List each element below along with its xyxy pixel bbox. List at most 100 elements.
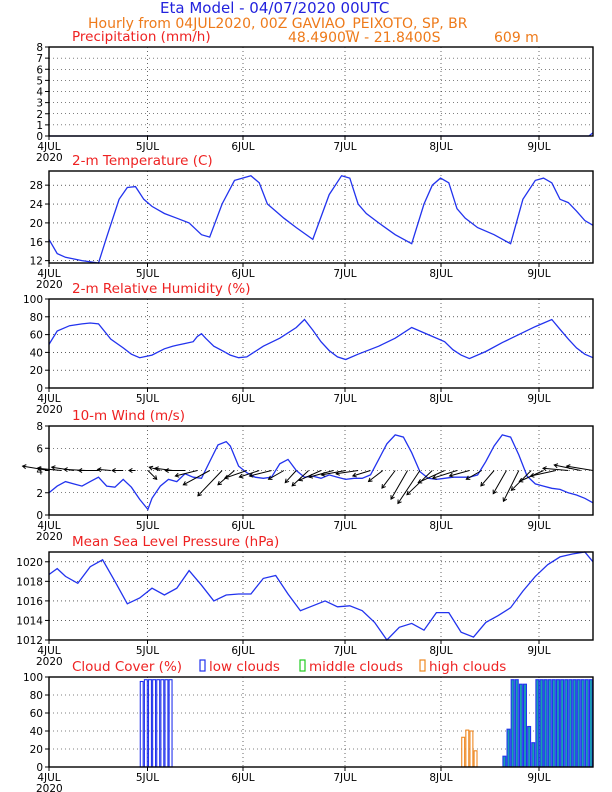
low-cloud-bar: [580, 679, 585, 768]
x-tick-label: 4JUL: [37, 141, 60, 153]
low-cloud-bar: [568, 679, 573, 768]
wind-vector-head: [217, 480, 222, 486]
y-tick-label: 0: [36, 131, 43, 143]
panel-frame: [48, 676, 594, 768]
x-tick-label: 9JUL: [527, 645, 550, 657]
x-tick-label: 6JUL: [231, 268, 254, 280]
wind-vector-head: [63, 467, 68, 473]
x-year-label: 2020: [36, 404, 63, 416]
panel-title: Precipitation (mm/h): [72, 29, 211, 45]
panel-cloud: 0 20 40 60 80 100 4JUL 5JUL 6JUL 7JUL 8JUL 9JUL 2020…: [23, 659, 594, 792]
wind-vector: [418, 470, 445, 484]
wind-vector-head: [164, 468, 169, 473]
low-cloud-bar: [588, 679, 593, 768]
wind-vector-head: [148, 465, 154, 471]
y-tick-label: 24: [30, 199, 44, 211]
panel-mslp: 1012 1014 1016 1018 1020 4JUL 5JUL 6JUL 7JUL 8JUL…: [16, 534, 594, 668]
wind-vector: [175, 470, 198, 477]
legend-label: high clouds: [429, 659, 506, 675]
low-cloud-bar: [156, 679, 161, 768]
legend-swatch: [199, 659, 206, 672]
wind-vector-head: [510, 486, 516, 491]
wind-vector: [390, 470, 408, 500]
low-cloud-bar: [518, 683, 523, 768]
panel-title: Mean Sea Level Pressure (hPa): [72, 534, 279, 550]
chart-title: Eta Model - 04/07/2020 00UTC: [160, 0, 389, 17]
wind-vector-head: [406, 490, 411, 496]
y-tick-label: 0: [36, 510, 43, 522]
x-year-label: 2020: [36, 783, 63, 792]
y-tick-label: 1014: [16, 615, 43, 627]
y-tick-label: 20: [30, 218, 43, 230]
y-tick-label: 60: [30, 330, 43, 342]
y-tick-label: 8: [36, 42, 43, 54]
legend-swatch: [419, 659, 426, 672]
x-tick-label: 7JUL: [333, 393, 356, 405]
y-tick-label: 28: [30, 180, 43, 192]
wind-vector: [22, 465, 50, 471]
low-cloud-bar: [506, 728, 511, 768]
y-tick-label: 16: [30, 237, 44, 249]
wind-vector-head: [267, 475, 273, 480]
wind-vector: [249, 470, 272, 477]
wind-vector: [480, 470, 495, 487]
wind-vector: [309, 470, 334, 478]
y-tick-label: 8: [36, 421, 43, 433]
low-cloud-bar: [527, 725, 532, 768]
x-tick-label: 9JUL: [527, 393, 550, 405]
x-year-label: 2020: [36, 656, 63, 668]
x-tick-label: 8JUL: [429, 141, 452, 153]
low-cloud-bar: [543, 679, 548, 768]
wind-vector: [321, 470, 346, 476]
x-tick-label: 4JUL: [37, 645, 60, 657]
y-tick-label: 1020: [16, 557, 43, 569]
y-tick-label: 1012: [16, 635, 43, 647]
x-tick-label: 7JUL: [333, 645, 356, 657]
x-tick-label: 4JUL: [37, 268, 60, 280]
y-tick-label: 40: [30, 726, 43, 738]
y-tick-label: 3: [36, 98, 43, 110]
x-tick-label: 4JUL: [37, 772, 60, 784]
y-tick-label: 6: [36, 443, 43, 455]
panel-frame: [48, 298, 594, 389]
y-tick-label: 12: [30, 256, 43, 268]
low-cloud-bar: [502, 755, 507, 768]
low-cloud-bar: [147, 679, 152, 768]
wind-vector-head: [320, 471, 326, 477]
wind-vector: [492, 470, 507, 494]
wind-vector: [268, 470, 285, 480]
panel-frame: [48, 551, 594, 641]
wind-vector-head: [291, 481, 297, 487]
y-tick-label: 2: [36, 488, 43, 500]
y-tick-label: 20: [30, 744, 43, 756]
x-tick-label: 5JUL: [136, 520, 159, 532]
x-tick-label: 8JUL: [429, 520, 452, 532]
x-tick-label: 9JUL: [527, 141, 550, 153]
wind-vector-head: [431, 474, 437, 480]
x-tick-label: 7JUL: [333, 141, 356, 153]
low-cloud-bar: [152, 679, 157, 768]
x-tick-label: 6JUL: [231, 772, 254, 784]
wind-vector-head: [518, 477, 524, 483]
low-cloud-bar: [510, 679, 515, 768]
x-year-label: 2020: [36, 531, 63, 543]
panel-title: 2-m Temperature (C): [72, 153, 213, 169]
low-cloud-bar: [143, 679, 148, 768]
wind-vector-head: [381, 484, 386, 489]
low-cloud-bar: [564, 679, 569, 768]
wind-vector: [432, 470, 458, 479]
y-tick-label: 0: [36, 762, 43, 774]
wind-vector-head: [351, 472, 357, 478]
x-tick-label: 5JUL: [136, 645, 159, 657]
wind-vector-head: [397, 499, 402, 505]
x-tick-label: 4JUL: [37, 520, 60, 532]
wind-vector-head: [50, 465, 56, 471]
panel-frame: [48, 170, 594, 264]
low-cloud-bar: [555, 679, 560, 768]
wind-vector-head: [238, 473, 244, 479]
wind-vector: [502, 470, 520, 502]
wind-vector-head: [77, 468, 83, 473]
wind-vector-head: [565, 464, 571, 470]
x-tick-label: 6JUL: [231, 645, 254, 657]
